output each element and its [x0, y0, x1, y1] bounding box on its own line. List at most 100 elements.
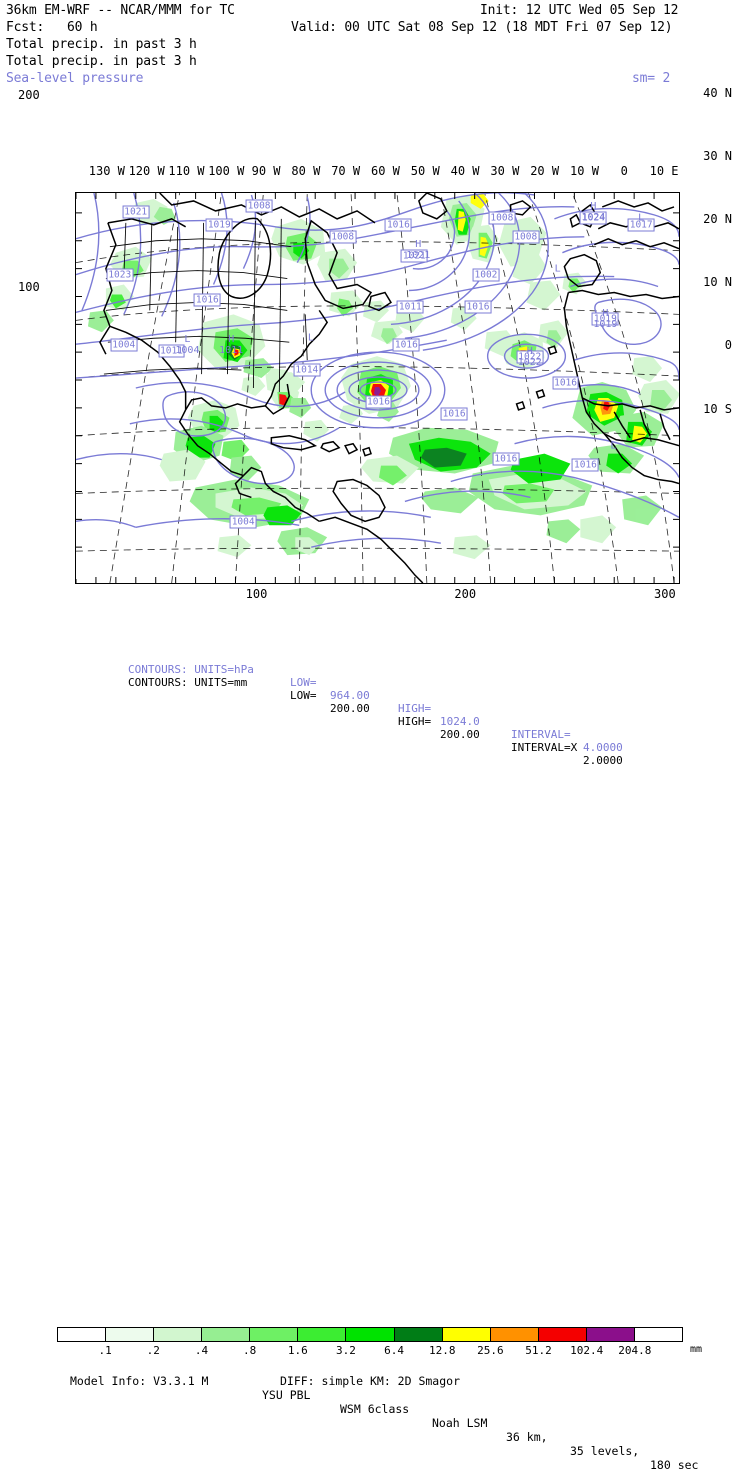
colorbar-tick: 204.8 [618, 1344, 652, 1357]
grid-y-axis: 200 100 [4, 88, 62, 620]
colorbar-tick: 25.6 [477, 1344, 504, 1357]
colorbar-swatch-0[interactable] [58, 1328, 107, 1341]
isobar-value-label: 1016 [552, 376, 580, 390]
isobar-value-label: 1004 [229, 515, 257, 529]
precip-low-value: 200.00 [330, 702, 370, 715]
isobar-value-label: 1016 [572, 458, 599, 472]
isobar-value-label: 1016 [492, 452, 520, 466]
isobar-value-label: 1002 [472, 268, 500, 282]
high-pressure-center: H 1021 [406, 238, 431, 261]
lat-tick-label: 20 N [703, 212, 732, 227]
colorbar-swatch-4[interactable] [250, 1328, 299, 1341]
isobar-value-label: 1008 [488, 211, 516, 225]
isobar-value-label: 1016 [392, 338, 420, 352]
lat-tick-label: 40 N [703, 85, 732, 100]
coastline-layer [99, 193, 679, 583]
lon-tick-label: 130 W [88, 164, 125, 178]
lon-tick-label: 80 W [291, 164, 321, 178]
colorbar-tick: .2 [146, 1344, 160, 1357]
lon-tick-label: 50 W [410, 164, 440, 178]
lon-tick-label: 10 W [570, 164, 599, 178]
lon-tick-label: 70 W [331, 164, 361, 178]
precip-contour-legend: CONTOURS: UNITS=mm LOW= 200.00 HIGH= 200… [0, 663, 740, 780]
high-pressure-center: H 1024 [581, 200, 606, 223]
grid-x-tick-label: 300 [654, 587, 676, 601]
colorbar-swatch-2[interactable] [154, 1328, 203, 1341]
high-pressure-center: H 1019 [593, 308, 618, 331]
pressure-contours-label: CONTOURS: UNITS=hPa [128, 663, 254, 676]
isobar-value-label: 1016 [193, 293, 221, 307]
lon-tick-label: 30 W [490, 164, 520, 178]
precip-interval-label: INTERVAL=X [511, 741, 578, 754]
colorbar-swatch-5[interactable] [298, 1328, 347, 1341]
colorbar-tick: .4 [194, 1344, 209, 1357]
precip-high-label: HIGH= [398, 715, 432, 728]
pressure-interval-label: INTERVAL= [511, 728, 571, 741]
isobar-value-label: 1016 [440, 407, 468, 421]
lon-tick-label: 20 W [530, 164, 560, 178]
isobar-value-label: 1011 [396, 300, 424, 314]
colorbar-tick: 12.8 [428, 1344, 456, 1357]
isobar-value-label: 1008 [512, 230, 540, 244]
isobar-value-label: 1022 [516, 350, 544, 364]
colorbar-swatch-7[interactable] [394, 1328, 443, 1341]
map-vector-layer [76, 193, 679, 583]
colorbar-swatch-3[interactable] [202, 1328, 251, 1341]
colorbar-units: mm [690, 1344, 703, 1355]
lon-tick-label: 120 W [128, 164, 165, 178]
isobar-value-label: 1024 [579, 211, 607, 225]
grid-x-axis: 100 200 300 [0, 587, 740, 603]
isobar-value-label: 1023 [106, 268, 134, 282]
pressure-high-value: 1024.0 [440, 715, 480, 728]
isobar-value-label: 1011 [158, 344, 185, 358]
grid-spacing: 36 km, [506, 1430, 548, 1444]
colorbar-swatch-10[interactable] [538, 1328, 587, 1341]
colorbar-swatch-1[interactable] [106, 1328, 155, 1341]
pressure-low-label: LOW= [290, 676, 317, 689]
lon-tick-label: 60 W [371, 164, 400, 178]
map-plot-area: 130 W 120 W 110 W 100 W 90 W 80 W 70 W 60 W 50 W… [0, 86, 740, 620]
colorbar-swatch-12[interactable] [634, 1328, 683, 1341]
high-pressure-center: H 1022 [517, 346, 542, 369]
header-block: 36km EM-WRF -- NCAR/MMM for TC Init: 12 … [0, 0, 740, 100]
lat-tick-label: 10 S [703, 401, 732, 416]
vertical-levels: 35 levels, [570, 1444, 640, 1458]
forecast-hour: Fcst: 60 h [6, 20, 98, 35]
pressure-high-label: HIGH= [398, 702, 432, 715]
lat-tick-label: 0 [724, 338, 732, 353]
smoothing-label: sm= 2 [632, 71, 671, 86]
isobar-value-label: 1019 [591, 312, 619, 326]
isobar-value-label: 1019 [205, 218, 233, 232]
colorbar-tick: 6.4 [384, 1344, 404, 1357]
grid-y-tick-label: 200 [18, 87, 40, 102]
colorbar-swatch-8[interactable] [442, 1328, 491, 1341]
colorbar-tick: 3.2 [335, 1344, 356, 1357]
map-canvas[interactable]: 1021 1008 1008 1016 1023 1016 1021 1011 1016 1019… [75, 192, 680, 584]
pressure-low-value: 964.00 [330, 689, 370, 702]
lat-tick-label: 10 N [703, 275, 732, 290]
lon-tick-label: 100 W [208, 164, 245, 178]
pbl-scheme: YSU PBL [262, 1388, 311, 1402]
isobar-value-label: 1004 [110, 338, 138, 352]
isobar-value-label: 1021 [400, 249, 428, 263]
lon-tick-label: 110 W [168, 164, 205, 178]
isobar-value-label: 1008 [329, 230, 357, 244]
precip-high-value: 200.00 [440, 728, 480, 741]
colorbar-swatch-11[interactable] [586, 1328, 635, 1341]
model-info-line-2: DIFF: simple KM: 2D Smagor [279, 1374, 460, 1388]
low-pressure-center: L [610, 440, 617, 452]
colorbar-tick: 102.4 [570, 1344, 604, 1357]
lon-tick-label: 90 W [251, 164, 281, 178]
isobar-value-label: 1016 [384, 218, 412, 232]
colorbar-tick: .1 [98, 1344, 112, 1357]
isobar-value-label: 1016 [365, 395, 392, 409]
field-label-2: Total precip. in past 3 h [6, 54, 197, 69]
colorbar-tick: 1.6 [287, 1344, 308, 1357]
model-title: 36km EM-WRF -- NCAR/MMM for TC [6, 3, 235, 18]
precipitation-colorbar[interactable] [57, 1327, 683, 1342]
isobar-value-label: 1016 [464, 300, 492, 314]
colorbar-swatch-6[interactable] [346, 1328, 395, 1341]
colorbar-tick: .8 [242, 1344, 257, 1357]
microphysics: WSM 6class [340, 1402, 410, 1416]
colorbar-swatch-9[interactable] [490, 1328, 539, 1341]
